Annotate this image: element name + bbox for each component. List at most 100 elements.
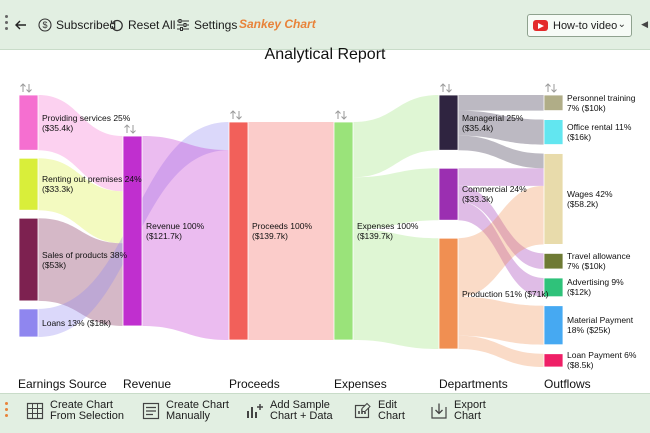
sort-arrows-icon[interactable] <box>440 83 452 93</box>
how-to-video-label: How-to video <box>553 19 618 32</box>
node-label-tra: Travel allowance 7% ($10k) <box>567 251 630 271</box>
reset-icon <box>110 19 123 32</box>
sort-arrows-icon[interactable] <box>335 110 347 120</box>
sankey-node-lo[interactable] <box>18 308 39 338</box>
sankey-link-prd-lp[interactable] <box>458 335 544 367</box>
toolbar-grip-icon[interactable] <box>5 15 8 33</box>
sankey-node-wag[interactable] <box>543 153 564 245</box>
sankey-node-man[interactable] <box>438 94 459 151</box>
sankey-node-ps[interactable] <box>18 94 39 151</box>
node-name: Wages 42% <box>567 188 613 199</box>
node-label-rev: Revenue 100% ($121.7k) <box>146 221 204 241</box>
node-value: ($58.2k) <box>567 198 599 209</box>
node-name: Material Payment <box>567 315 634 326</box>
sankey-node-mat[interactable] <box>543 305 564 346</box>
node-label-com: Commercial 24% ($33.3k) <box>462 184 527 204</box>
table-grid-icon <box>26 402 44 420</box>
node-value: 18% ($25k) <box>567 325 611 336</box>
sort-arrows-icon[interactable] <box>545 83 557 93</box>
sankey-node-com[interactable] <box>438 167 459 221</box>
node-value: ($35.4k) <box>462 122 494 133</box>
sankey-node-rp[interactable] <box>18 157 39 211</box>
add-sample-line2: Chart + Data <box>270 410 333 422</box>
sankey-node-pro[interactable] <box>228 121 249 341</box>
node-name: Travel allowance <box>567 251 631 262</box>
node-label-sp: Sales of products 38% ($53k) <box>42 250 127 270</box>
subscribed-button[interactable]: $ Subscribed <box>38 14 116 36</box>
sankey-node-sp[interactable] <box>18 217 39 302</box>
sort-arrows-icon[interactable] <box>20 83 32 93</box>
sankey-node-lp[interactable] <box>543 353 564 368</box>
node-value: ($16k) <box>567 132 592 143</box>
export-chart-line1: Export <box>454 399 486 411</box>
column-label: Earnings Source <box>18 377 107 391</box>
sankey-link-com-wag[interactable] <box>458 168 544 186</box>
node-name: Sales of products 38% <box>42 249 128 260</box>
sankey-link-man-per[interactable] <box>458 95 544 111</box>
create-chart-from-selection-button[interactable]: Create Chart From Selection <box>26 400 124 422</box>
node-label-rp: Renting out premises 24% ($33.3k) <box>42 174 142 194</box>
chart-title: Analytical Report <box>264 46 386 63</box>
settings-button[interactable]: Settings <box>176 14 237 36</box>
node-value: ($53k) <box>42 259 67 270</box>
collapse-arrow-icon[interactable]: ◀ <box>641 19 648 29</box>
sankey-link-man-wag[interactable] <box>458 135 544 169</box>
sankey-link-rp-rev[interactable] <box>38 158 123 244</box>
sankey-link-man-off[interactable] <box>458 110 544 145</box>
bottom-grip-icon[interactable] <box>5 402 8 420</box>
arrow-left-icon <box>15 20 26 30</box>
column-label: Departments <box>439 377 508 391</box>
chevron-down-icon: ⌄ <box>617 19 626 30</box>
reset-all-button[interactable]: Reset All <box>110 14 175 36</box>
sankey-node-rev[interactable] <box>122 135 143 327</box>
sankey-link-sp-rev[interactable] <box>38 218 123 326</box>
node-name: Providing services 25% <box>42 112 131 123</box>
export-chart-button[interactable]: Export Chart <box>430 400 486 422</box>
node-value: ($35.4k) <box>42 122 74 133</box>
node-name: Production 51% ($71k) <box>462 288 549 299</box>
sankey-node-tra[interactable] <box>543 252 564 270</box>
node-name: Revenue 100% <box>146 221 205 231</box>
sankey-link-prd-wag[interactable] <box>458 185 544 297</box>
back-button[interactable] <box>14 14 32 36</box>
node-value: ($121.7k) <box>146 231 182 241</box>
add-sample-chart-button[interactable]: Add Sample Chart + Data <box>246 400 333 422</box>
svg-text:$: $ <box>42 20 47 30</box>
node-name: Loans 13% ($18k) <box>42 317 111 328</box>
sankey-link-exp-man[interactable] <box>353 95 439 178</box>
sankey-links <box>38 95 544 367</box>
node-value: 7% ($10k) <box>567 261 606 272</box>
sankey-link-pro-exp[interactable] <box>248 122 334 340</box>
create-manually-line1: Create Chart <box>166 399 229 411</box>
subscribed-label: Subscribed <box>56 18 117 32</box>
add-sample-icon <box>247 404 263 418</box>
sankey-node-exp[interactable] <box>333 121 354 341</box>
create-manually-line2: Manually <box>166 410 211 422</box>
edit-chart-button[interactable]: Edit Chart <box>354 400 405 422</box>
sankey-link-rev-pro[interactable] <box>142 136 229 340</box>
create-chart-manually-button[interactable]: Create Chart Manually <box>142 400 229 422</box>
node-name: Commercial 24% <box>462 184 527 195</box>
how-to-video-dropdown[interactable]: How-to video ⌄ <box>527 14 632 37</box>
sankey-link-com-tra[interactable] <box>458 185 544 269</box>
sankey-link-exp-com[interactable] <box>353 168 439 230</box>
list-chart-icon <box>142 402 160 420</box>
sankey-link-ps-rev[interactable] <box>38 95 123 192</box>
sankey-link-prd-mat[interactable] <box>458 296 544 345</box>
sankey-chart <box>18 83 564 368</box>
node-value: ($33.3k) <box>42 184 74 195</box>
sankey-chart-label: Sankey Chart <box>239 17 316 31</box>
edit-chart-line1: Edit <box>378 399 397 411</box>
sankey-link-com-adv[interactable] <box>458 201 544 297</box>
export-chart-line2: Chart <box>454 410 481 422</box>
reset-all-label: Reset All <box>128 18 176 32</box>
node-value: ($8.5k) <box>567 360 594 371</box>
sankey-node-off[interactable] <box>543 119 564 145</box>
sort-arrows-icon[interactable] <box>230 110 242 120</box>
node-label-lp: Loan Payment 6% ($8.5k) <box>567 350 636 370</box>
sankey-link-exp-prd[interactable] <box>353 229 439 349</box>
sankey-node-adv[interactable] <box>543 277 564 298</box>
sort-arrows-icon[interactable] <box>124 124 136 134</box>
sankey-node-per[interactable] <box>543 94 564 112</box>
sankey-node-prd[interactable] <box>438 237 459 350</box>
